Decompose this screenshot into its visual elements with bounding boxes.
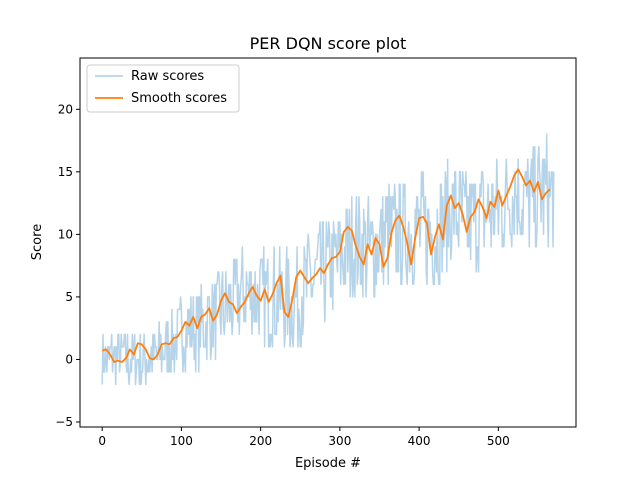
y-tick-label: 10: [58, 227, 73, 241]
x-tick-label: 100: [170, 434, 193, 448]
legend-label-raw-scores: Raw scores: [131, 69, 204, 84]
chart-title: PER DQN score plot: [250, 34, 407, 53]
y-tick-label: 15: [58, 165, 73, 179]
x-tick-label: 0: [98, 434, 106, 448]
x-tick-label: 400: [408, 434, 431, 448]
y-axis-label: Score: [30, 224, 45, 260]
legend-box: [86, 64, 240, 113]
x-tick-label: 300: [328, 434, 351, 448]
x-tick-label: 200: [249, 434, 272, 448]
y-axis-ticks: −5 0 5 10 15 20: [55, 102, 80, 429]
legend: Raw scores Smooth scores: [86, 64, 240, 113]
series-line-smooth-scores: [101, 168, 551, 363]
y-tick-label: 5: [65, 290, 73, 304]
x-axis-label: Episode #: [295, 456, 361, 471]
legend-label-smooth-scores: Smooth scores: [131, 91, 227, 106]
y-tick-label: 20: [58, 102, 73, 116]
y-tick-label: 0: [65, 352, 73, 366]
x-tick-label: 500: [487, 434, 510, 448]
x-axis-ticks: 0 100 200 300 400 500: [98, 427, 510, 448]
y-tick-label: −5: [55, 415, 73, 429]
series-layer: [101, 133, 555, 386]
series-line-raw-scores: [101, 133, 555, 386]
plot-area-frame: [79, 57, 577, 428]
